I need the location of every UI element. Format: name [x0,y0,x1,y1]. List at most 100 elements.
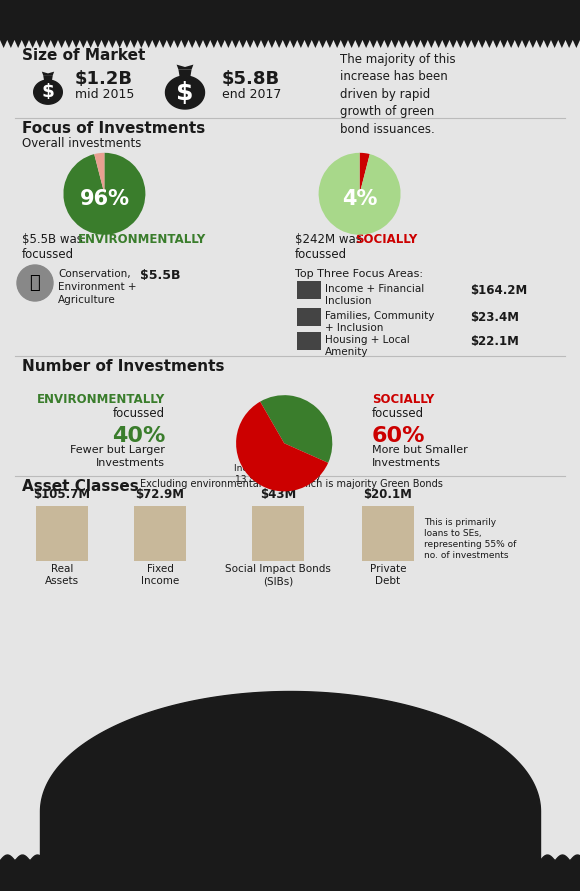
Polygon shape [174,40,181,48]
Text: focussed: focussed [22,248,74,261]
Text: $: $ [176,80,194,104]
Text: 60%: 60% [372,426,426,446]
Text: $5.5B was: $5.5B was [22,233,86,246]
Polygon shape [304,40,312,48]
Text: end 2017: end 2017 [222,88,281,102]
Polygon shape [181,40,188,48]
Polygon shape [14,40,22,48]
Text: Conservation,
Environment +
Agriculture: Conservation, Environment + Agriculture [58,269,136,306]
Bar [0,0,580,40]
Polygon shape [72,40,80,48]
Polygon shape [464,40,471,48]
Polygon shape [145,40,152,48]
Text: Excluding environmental focus which is majority Green Bonds: Excluding environmental focus which is m… [140,479,443,489]
Text: Real
Assets: Real Assets [45,564,79,586]
Polygon shape [160,40,167,48]
Circle shape [17,265,53,301]
Wedge shape [236,402,328,491]
Text: $5.8B: $5.8B [222,70,280,88]
Text: Size of Market: Size of Market [22,48,146,63]
Text: $23.4M: $23.4M [470,311,519,324]
Polygon shape [536,40,544,48]
Text: Focus of Investments: Focus of Investments [22,121,205,136]
Polygon shape [65,40,72,48]
Text: SOCIALLY: SOCIALLY [372,393,434,406]
Text: Increased from 7 to
13 SIBs since 2017: Increased from 7 to 13 SIBs since 2017 [234,464,322,484]
Polygon shape [297,40,304,48]
Polygon shape [130,40,138,48]
Polygon shape [58,40,65,48]
Text: 4%: 4% [342,189,377,208]
Text: Social Impact Bonds
(SIBs): Social Impact Bonds (SIBs) [225,564,331,586]
Polygon shape [36,40,44,48]
Polygon shape [42,71,54,75]
Polygon shape [167,40,174,48]
Text: $22.1M: $22.1M [470,335,519,348]
Polygon shape [152,40,160,48]
Text: $: $ [42,83,55,101]
Polygon shape [377,40,384,48]
Text: $1.2B: $1.2B [75,70,133,88]
Text: Number of Investments: Number of Investments [22,359,224,374]
Polygon shape [413,40,420,48]
Polygon shape [179,69,191,77]
Text: Investments: Investments [372,458,441,468]
Polygon shape [362,40,370,48]
Text: $164.2M: $164.2M [470,284,527,297]
Text: mid 2015: mid 2015 [75,88,135,102]
Polygon shape [7,40,14,48]
Polygon shape [406,40,413,48]
Polygon shape [123,40,130,48]
Polygon shape [290,40,297,48]
Text: focussed: focussed [113,407,165,420]
Polygon shape [572,40,580,48]
Text: Investments: Investments [96,458,165,468]
Bar [297,332,321,350]
Polygon shape [442,40,450,48]
Text: $72.9M: $72.9M [136,488,184,501]
Text: Fewer but Larger: Fewer but Larger [70,445,165,455]
Text: 🌱: 🌱 [30,274,41,292]
Polygon shape [420,40,428,48]
Polygon shape [348,40,355,48]
Polygon shape [176,65,193,69]
Polygon shape [22,40,29,48]
Polygon shape [500,40,508,48]
Polygon shape [341,40,348,48]
Polygon shape [370,40,377,48]
Text: This is primarily
loans to SEs,
representing 55% of
no. of investments: This is primarily loans to SEs, represen… [424,518,516,560]
Polygon shape [355,40,362,48]
Wedge shape [260,396,332,462]
Bar [134,506,186,561]
Polygon shape [165,76,205,109]
Text: The majority of this
increase has been
driven by rapid
growth of green
bond issu: The majority of this increase has been d… [340,53,456,136]
Text: Fixed
Income: Fixed Income [141,564,179,586]
Text: $242M was: $242M was [295,233,365,246]
Polygon shape [450,40,457,48]
Text: focussed: focussed [372,407,424,420]
Text: SOCIALLY: SOCIALLY [355,233,417,246]
Polygon shape [44,40,51,48]
Polygon shape [80,40,87,48]
Text: Families, Community
+ Inclusion: Families, Community + Inclusion [325,311,434,333]
Polygon shape [51,40,58,48]
Polygon shape [384,40,392,48]
Polygon shape [283,40,290,48]
Text: Housing + Local
Amenity: Housing + Local Amenity [325,335,409,357]
Polygon shape [29,40,36,48]
Polygon shape [558,40,566,48]
Polygon shape [116,40,123,48]
Polygon shape [457,40,464,48]
Text: $5.5B: $5.5B [140,269,180,282]
Text: Top Three Focus Areas:: Top Three Focus Areas: [295,269,423,279]
Polygon shape [551,40,558,48]
Polygon shape [188,40,196,48]
Polygon shape [246,40,254,48]
Polygon shape [493,40,500,48]
Polygon shape [486,40,493,48]
Polygon shape [312,40,319,48]
Polygon shape [276,40,283,48]
Polygon shape [268,40,276,48]
Polygon shape [261,40,268,48]
Bar [252,506,304,561]
